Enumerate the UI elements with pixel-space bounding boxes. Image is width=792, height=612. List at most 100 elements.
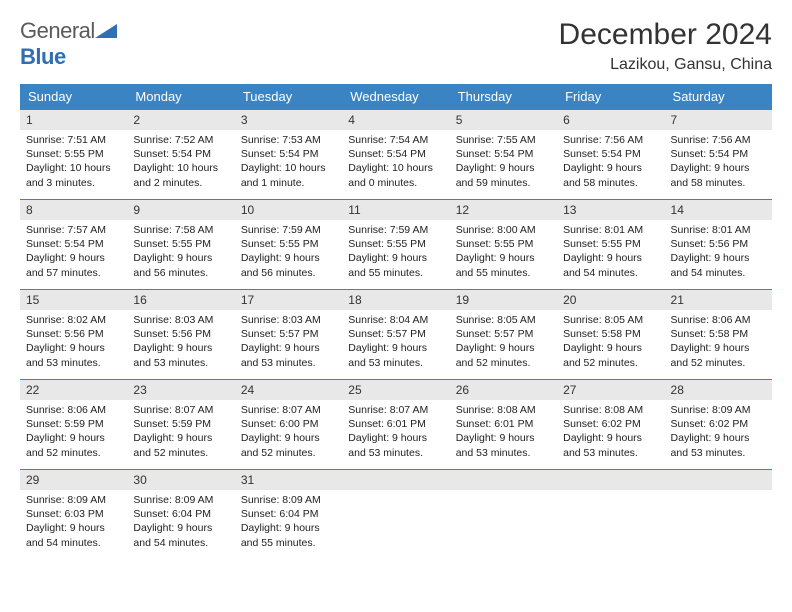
day-number: 21 [665,290,772,310]
sunrise-text: Sunrise: 8:01 AM [563,223,658,237]
sunrise-text: Sunrise: 7:54 AM [348,133,443,147]
calendar-cell: 31Sunrise: 8:09 AMSunset: 6:04 PMDayligh… [235,470,342,560]
sunset-text: Sunset: 5:54 PM [563,147,658,161]
day-body: Sunrise: 8:02 AMSunset: 5:56 PMDaylight:… [20,310,127,376]
daylight-text-2: and 1 minute. [241,176,336,190]
day-body: Sunrise: 7:51 AMSunset: 5:55 PMDaylight:… [20,130,127,196]
logo: General Blue [20,18,117,70]
day-body [450,490,557,540]
sunset-text: Sunset: 5:56 PM [133,327,228,341]
day-number: 4 [342,110,449,130]
daylight-text-1: Daylight: 9 hours [26,341,121,355]
calendar-cell: 11Sunrise: 7:59 AMSunset: 5:55 PMDayligh… [342,200,449,290]
day-number: 26 [450,380,557,400]
location: Lazikou, Gansu, China [559,56,772,74]
sunrise-text: Sunrise: 7:52 AM [133,133,228,147]
daylight-text-1: Daylight: 9 hours [563,341,658,355]
calendar-cell: 29Sunrise: 8:09 AMSunset: 6:03 PMDayligh… [20,470,127,560]
sunset-text: Sunset: 6:04 PM [133,507,228,521]
daylight-text-1: Daylight: 9 hours [671,431,766,445]
sunset-text: Sunset: 5:54 PM [241,147,336,161]
sunrise-text: Sunrise: 8:02 AM [26,313,121,327]
calendar-cell: 2Sunrise: 7:52 AMSunset: 5:54 PMDaylight… [127,110,234,200]
calendar-cell: 23Sunrise: 8:07 AMSunset: 5:59 PMDayligh… [127,380,234,470]
sunset-text: Sunset: 5:55 PM [563,237,658,251]
weekday-header: Friday [557,84,664,110]
daylight-text-1: Daylight: 9 hours [671,251,766,265]
day-number: 8 [20,200,127,220]
day-body: Sunrise: 8:09 AMSunset: 6:04 PMDaylight:… [127,490,234,556]
day-body: Sunrise: 8:08 AMSunset: 6:01 PMDaylight:… [450,400,557,466]
calendar-cell: 24Sunrise: 8:07 AMSunset: 6:00 PMDayligh… [235,380,342,470]
sunrise-text: Sunrise: 7:53 AM [241,133,336,147]
daylight-text-2: and 58 minutes. [563,176,658,190]
day-number: 7 [665,110,772,130]
sunset-text: Sunset: 5:54 PM [133,147,228,161]
logo-triangle-icon [95,24,117,38]
calendar-cell: 6Sunrise: 7:56 AMSunset: 5:54 PMDaylight… [557,110,664,200]
sunrise-text: Sunrise: 8:09 AM [26,493,121,507]
daylight-text-1: Daylight: 9 hours [456,251,551,265]
daylight-text-2: and 53 minutes. [241,356,336,370]
day-number: 11 [342,200,449,220]
day-number: 19 [450,290,557,310]
daylight-text-2: and 55 minutes. [241,536,336,550]
day-body: Sunrise: 7:59 AMSunset: 5:55 PMDaylight:… [342,220,449,286]
sunrise-text: Sunrise: 8:08 AM [563,403,658,417]
day-number: 20 [557,290,664,310]
sunset-text: Sunset: 5:57 PM [456,327,551,341]
calendar-week-row: 1Sunrise: 7:51 AMSunset: 5:55 PMDaylight… [20,110,772,200]
calendar-cell: 27Sunrise: 8:08 AMSunset: 6:02 PMDayligh… [557,380,664,470]
sunrise-text: Sunrise: 7:56 AM [671,133,766,147]
logo-text-2: Blue [20,44,66,69]
calendar-cell: 12Sunrise: 8:00 AMSunset: 5:55 PMDayligh… [450,200,557,290]
sunrise-text: Sunrise: 7:57 AM [26,223,121,237]
sunrise-text: Sunrise: 8:09 AM [671,403,766,417]
calendar-cell: 14Sunrise: 8:01 AMSunset: 5:56 PMDayligh… [665,200,772,290]
day-body: Sunrise: 8:09 AMSunset: 6:03 PMDaylight:… [20,490,127,556]
daylight-text-2: and 53 minutes. [671,446,766,460]
calendar-cell: 9Sunrise: 7:58 AMSunset: 5:55 PMDaylight… [127,200,234,290]
daylight-text-1: Daylight: 9 hours [671,341,766,355]
calendar-cell: 3Sunrise: 7:53 AMSunset: 5:54 PMDaylight… [235,110,342,200]
day-body: Sunrise: 7:52 AMSunset: 5:54 PMDaylight:… [127,130,234,196]
sunset-text: Sunset: 6:01 PM [456,417,551,431]
calendar-cell: 7Sunrise: 7:56 AMSunset: 5:54 PMDaylight… [665,110,772,200]
daylight-text-1: Daylight: 10 hours [133,161,228,175]
sunrise-text: Sunrise: 8:00 AM [456,223,551,237]
sunset-text: Sunset: 5:54 PM [671,147,766,161]
calendar-body: 1Sunrise: 7:51 AMSunset: 5:55 PMDaylight… [20,110,772,560]
daylight-text-1: Daylight: 9 hours [456,161,551,175]
sunrise-text: Sunrise: 8:05 AM [456,313,551,327]
daylight-text-2: and 55 minutes. [348,266,443,280]
logo-text-1: General [20,18,95,43]
daylight-text-2: and 59 minutes. [456,176,551,190]
calendar-week-row: 22Sunrise: 8:06 AMSunset: 5:59 PMDayligh… [20,380,772,470]
calendar-week-row: 15Sunrise: 8:02 AMSunset: 5:56 PMDayligh… [20,290,772,380]
sunrise-text: Sunrise: 8:06 AM [26,403,121,417]
daylight-text-2: and 53 minutes. [348,356,443,370]
calendar-week-row: 29Sunrise: 8:09 AMSunset: 6:03 PMDayligh… [20,470,772,560]
weekday-header: Thursday [450,84,557,110]
day-number: 2 [127,110,234,130]
sunrise-text: Sunrise: 8:07 AM [241,403,336,417]
calendar-cell: 19Sunrise: 8:05 AMSunset: 5:57 PMDayligh… [450,290,557,380]
calendar-cell: 4Sunrise: 7:54 AMSunset: 5:54 PMDaylight… [342,110,449,200]
daylight-text-2: and 54 minutes. [26,536,121,550]
day-body: Sunrise: 8:03 AMSunset: 5:57 PMDaylight:… [235,310,342,376]
sunset-text: Sunset: 6:04 PM [241,507,336,521]
sunset-text: Sunset: 5:59 PM [26,417,121,431]
day-body: Sunrise: 7:56 AMSunset: 5:54 PMDaylight:… [557,130,664,196]
daylight-text-1: Daylight: 9 hours [456,431,551,445]
sunrise-text: Sunrise: 7:51 AM [26,133,121,147]
day-body: Sunrise: 8:04 AMSunset: 5:57 PMDaylight:… [342,310,449,376]
calendar-cell-empty [557,470,664,560]
sunrise-text: Sunrise: 7:59 AM [348,223,443,237]
daylight-text-1: Daylight: 9 hours [133,341,228,355]
day-body: Sunrise: 7:54 AMSunset: 5:54 PMDaylight:… [342,130,449,196]
weekday-header: Saturday [665,84,772,110]
calendar-header-row: SundayMondayTuesdayWednesdayThursdayFrid… [20,84,772,110]
day-body: Sunrise: 8:08 AMSunset: 6:02 PMDaylight:… [557,400,664,466]
daylight-text-2: and 53 minutes. [348,446,443,460]
sunrise-text: Sunrise: 7:55 AM [456,133,551,147]
